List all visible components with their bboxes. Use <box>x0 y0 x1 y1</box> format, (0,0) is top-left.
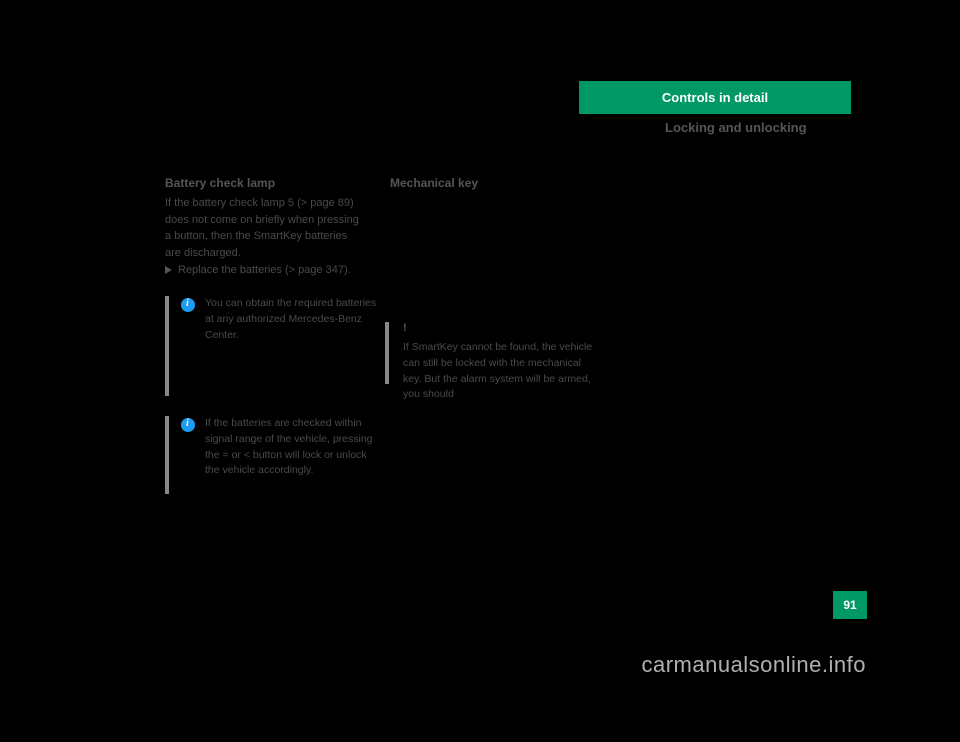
info-block-1: You can obtain the required batteries at… <box>165 296 383 396</box>
caution-bar <box>385 322 389 384</box>
caution-text: If SmartKey cannot be found, the vehicle… <box>403 340 593 403</box>
header-tab: Controls in detail <box>579 81 851 114</box>
info-bar-1 <box>165 296 169 396</box>
action-text: Replace the batteries (> page 347). <box>178 264 351 276</box>
info-icon-1 <box>181 298 195 312</box>
caution-label <box>403 322 593 334</box>
caution-block: If SmartKey cannot be found, the vehicle… <box>385 322 603 403</box>
header-tab-label: Controls in detail <box>662 90 768 105</box>
info-text-2: If the batteries are checked within sign… <box>205 416 380 479</box>
page-number: 91 <box>833 591 867 619</box>
info-bar-2 <box>165 416 169 494</box>
info-icon-2 <box>181 418 195 432</box>
subheading-battery: Battery check lamp <box>165 174 275 192</box>
info-block-2: If the batteries are checked within sign… <box>165 416 383 494</box>
intro-paragraph: If the battery check lamp 5 (> page 89) … <box>165 195 365 261</box>
watermark-text: carmanualsonline.info <box>641 652 866 678</box>
info-text-1: You can obtain the required batteries at… <box>205 296 380 343</box>
section-title: Locking and unlocking <box>665 120 807 135</box>
subheading-mechanical: Mechanical key <box>390 174 478 192</box>
caution-content: If SmartKey cannot be found, the vehicle… <box>403 322 593 403</box>
arrow-icon <box>165 266 172 274</box>
illustration-placeholder <box>390 197 590 307</box>
action-line: Replace the batteries (> page 347). <box>165 262 375 279</box>
